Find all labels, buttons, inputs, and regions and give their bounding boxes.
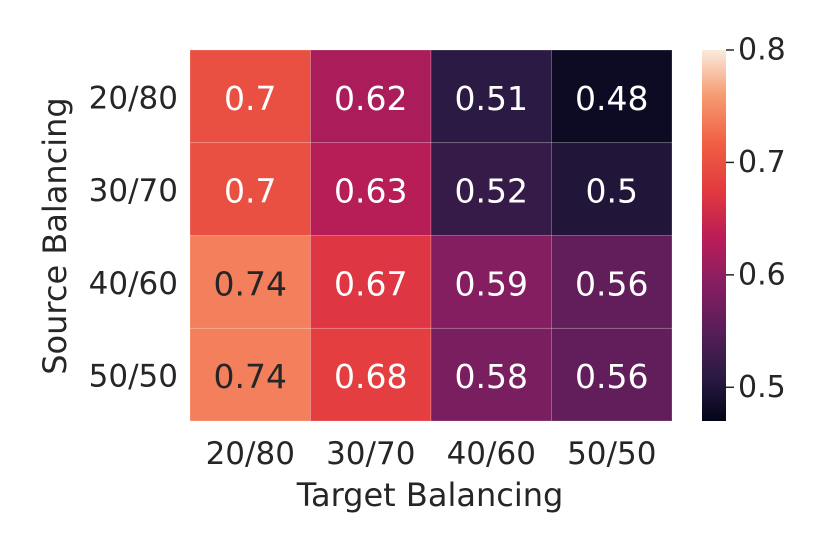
x-axis-title: Target Balancing	[296, 476, 564, 514]
heatmap-cell-r3-c3	[551, 327, 673, 422]
x-tick-label: 30/70	[326, 436, 415, 472]
x-tick-label: 40/60	[447, 436, 536, 472]
y-tick-label: 40/60	[89, 266, 178, 302]
x-axis-ticks: 20/80 30/70 40/60 50/50	[206, 436, 657, 472]
heatmap-cell-r3-c0	[189, 327, 311, 422]
x-tick-label: 50/50	[567, 436, 656, 472]
cell-value-label-r1-c2: 0.52	[455, 172, 528, 211]
heatmap-cell-r3-c1	[310, 327, 432, 422]
cell-value-label-r1-c3: 0.5	[586, 172, 638, 211]
cell-value-label-r0-c2: 0.51	[455, 79, 528, 118]
y-tick-label: 20/80	[89, 80, 178, 116]
cell-value-label-r2-c2: 0.59	[455, 264, 528, 303]
heatmap-cell-r0-c2	[430, 49, 552, 144]
heatmap-cell-r2-c1	[310, 235, 432, 329]
heatmap-cells	[189, 49, 673, 422]
heatmap-cell-r3-c2	[430, 327, 552, 422]
colorbar-tick-label: 0.7	[738, 145, 786, 180]
x-tick-label: 20/80	[206, 436, 295, 472]
colorbar-tick-label: 0.8	[738, 33, 786, 68]
cell-value-label-r2-c3: 0.56	[575, 264, 648, 303]
cell-value-label-r0-c1: 0.62	[334, 79, 407, 118]
cell-value-label-r3-c2: 0.58	[455, 357, 528, 396]
heatmap-cell-r1-c1	[310, 142, 432, 236]
cell-value-label-r3-c1: 0.68	[334, 357, 407, 396]
heatmap-cell-r0-c3	[551, 49, 673, 144]
y-axis-ticks: 20/80 30/70 40/60 50/50	[89, 80, 178, 394]
cell-value-label-r2-c0: 0.74	[214, 264, 287, 303]
heatmap-cell-r0-c0	[189, 49, 311, 144]
cell-value-label-r1-c0: 0.7	[224, 172, 276, 211]
heatmap-cell-r1-c3	[551, 142, 673, 236]
cell-value-label-r3-c3: 0.56	[575, 357, 648, 396]
colorbar	[702, 50, 726, 421]
heatmap-cell-labels: 0.7 0.62 0.51 0.48 0.7 0.63 0.52 0.5 0.74 0.67 0.5…	[214, 79, 649, 396]
colorbar-ticks: 0.5 0.6 0.7 0.8	[726, 33, 786, 405]
cell-value-label-r1-c1: 0.63	[334, 172, 407, 211]
cell-value-label-r3-c0: 0.74	[214, 357, 287, 396]
heatmap-cell-r0-c1	[310, 49, 432, 144]
heatmap-cell-r1-c0	[189, 142, 311, 236]
y-tick-label: 50/50	[89, 359, 178, 395]
cell-value-label-r0-c3: 0.48	[575, 79, 648, 118]
colorbar-tick-label: 0.6	[738, 257, 786, 292]
y-axis-title: Source Balancing	[36, 97, 74, 375]
cell-value-label-r0-c0: 0.7	[224, 79, 276, 118]
heatmap-cell-r1-c2	[430, 142, 552, 236]
colorbar-tick-label: 0.5	[738, 370, 786, 405]
cell-value-label-r2-c1: 0.67	[334, 264, 407, 303]
heatmap-cell-r2-c3	[551, 235, 673, 329]
y-tick-label: 30/70	[89, 173, 178, 209]
